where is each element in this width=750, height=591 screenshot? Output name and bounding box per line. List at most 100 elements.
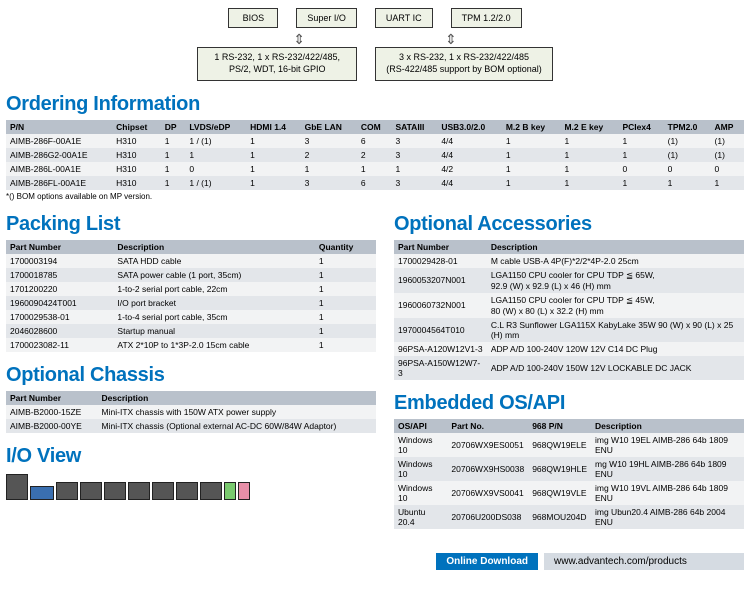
table-row: Windows 1020706WX9VS0041968QW19VLEimg W1… (394, 481, 744, 505)
cell: H310 (112, 162, 161, 176)
cell: 3 (391, 134, 437, 148)
cell: 1 (502, 162, 561, 176)
cell: img W10 19VL AIMB-286 64b 1809 ENU (591, 481, 744, 505)
cell: 968QW19ELE (528, 433, 591, 457)
cell: 2 (301, 148, 357, 162)
table-row: 96PSA-A120W12V1-3ADP A/D 100-240V 120W 1… (394, 342, 744, 356)
cell: H310 (112, 134, 161, 148)
cell: (1) (664, 148, 711, 162)
cell: 0 (618, 162, 663, 176)
cell: AIMB-B2000-00YE (6, 419, 98, 433)
cell: (1) (711, 134, 744, 148)
cell: img W10 19EL AIMB-286 64b 1809 ENU (591, 433, 744, 457)
cell: 1 (315, 282, 376, 296)
cell: 1 (502, 176, 561, 190)
port-block (56, 482, 78, 500)
cell: 968MOU204D (528, 505, 591, 529)
cell: 3 (391, 176, 437, 190)
col-header: Part Number (394, 240, 487, 254)
packing-table: Part NumberDescriptionQuantity 170000319… (6, 240, 376, 352)
col-header: Description (113, 240, 314, 254)
cell: 1 (315, 254, 376, 268)
cell: 1 (560, 162, 618, 176)
cell: 1700029428-01 (394, 254, 487, 268)
cell: 1 (246, 148, 301, 162)
col-header: M.2 B key (502, 120, 561, 134)
cell: Windows 10 (394, 481, 447, 505)
cell: 1 (161, 148, 186, 162)
port-block (6, 474, 28, 500)
cell: 1 (502, 134, 561, 148)
cell: ATX 2*10P to 1*3P-2.0 15cm cable (113, 338, 314, 352)
cell: 1960060732N001 (394, 293, 487, 318)
ordering-footnote: *() BOM options available on MP version. (6, 192, 744, 201)
cell: 1 (315, 338, 376, 352)
col-header: M.2 E key (560, 120, 618, 134)
port-audio-green (224, 482, 236, 500)
port-block (80, 482, 102, 500)
diagram-bottom-row: 1 RS-232, 1 x RS-232/422/485, PS/2, WDT,… (6, 47, 744, 80)
cell: 1 (161, 162, 186, 176)
col-header: P/N (6, 120, 112, 134)
cell: SATA power cable (1 port, 35cm) (113, 268, 314, 282)
table-row: Windows 1020706WX9ES0051968QW19ELEimg W1… (394, 433, 744, 457)
cell: 1 (161, 176, 186, 190)
table-row: 1960090424T001I/O port bracket1 (6, 296, 376, 310)
cell: 6 (357, 176, 392, 190)
footer-url[interactable]: www.advantech.com/products (544, 553, 744, 570)
port-block (104, 482, 126, 500)
table-row: AIMB-B2000-00YEMini-ITX chassis (Optiona… (6, 419, 376, 433)
col-header: Part No. (447, 419, 528, 433)
port-vga (30, 486, 54, 500)
cell: Mini-ITX chassis with 150W ATX power sup… (98, 405, 376, 419)
cell: 1 (560, 176, 618, 190)
table-row: Ubuntu 20.420706U200DS038968MOU204Dimg U… (394, 505, 744, 529)
col-header: 968 P/N (528, 419, 591, 433)
cell: 968QW19VLE (528, 481, 591, 505)
os-table: OS/APIPart No.968 P/NDescription Windows… (394, 419, 744, 529)
ordering-table: P/NChipsetDPLVDS/eDPHDMI 1.4GbE LANCOMSA… (6, 120, 744, 190)
cell: (1) (664, 134, 711, 148)
diagram-box-superio: Super I/O (296, 8, 357, 28)
cell: 1960090424T001 (6, 296, 113, 310)
cell: 3 (301, 176, 357, 190)
cell: 0 (185, 162, 246, 176)
col-header: AMP (711, 120, 744, 134)
cell: img Ubun20.4 AIMB-286 64b 2004 ENU (591, 505, 744, 529)
ordering-heading: Ordering Information (6, 93, 744, 116)
accessories-heading: Optional Accessories (394, 213, 744, 236)
col-header: GbE LAN (301, 120, 357, 134)
cell: 1 (301, 162, 357, 176)
col-header: COM (357, 120, 392, 134)
cell: M cable USB-A 4P(F)*2/2*4P-2.0 25cm (487, 254, 744, 268)
table-row: AIMB-B2000-15ZEMini-ITX chassis with 150… (6, 405, 376, 419)
cell: LGA1150 CPU cooler for CPU TDP ≦ 45W, 80… (487, 293, 744, 318)
col-header: PCIex4 (618, 120, 663, 134)
cell: AIMB-286L-00A1E (6, 162, 112, 176)
diagram-box-tpm: TPM 1.2/2.0 (451, 8, 522, 28)
cell: mg W10 19HL AIMB-286 64b 1809 ENU (591, 457, 744, 481)
table-row: AIMB-286F-00A1EH31011 / (1)13634/4111(1)… (6, 134, 744, 148)
cell: 1 (315, 310, 376, 324)
accessories-table: Part NumberDescription 1700029428-01M ca… (394, 240, 744, 380)
diagram-box-rs232-left: 1 RS-232, 1 x RS-232/422/485, PS/2, WDT,… (197, 47, 357, 80)
cell: C.L R3 Sunflower LGA115X KabyLake 35W 90… (487, 318, 744, 342)
col-header: TPM2.0 (664, 120, 711, 134)
chassis-table: Part NumberDescription AIMB-B2000-15ZEMi… (6, 391, 376, 433)
port-audio-pink (238, 482, 250, 500)
table-row: Windows 1020706WX9HS0038968QW19HLEmg W10… (394, 457, 744, 481)
cell: 1 (246, 176, 301, 190)
col-header: OS/API (394, 419, 447, 433)
cell: AIMB-286F-00A1E (6, 134, 112, 148)
cell: 1700018785 (6, 268, 113, 282)
cell: 1 (618, 134, 663, 148)
diagram-box-bios: BIOS (228, 8, 278, 28)
cell: 1 (618, 148, 663, 162)
cell: 1 (161, 134, 186, 148)
cell: AIMB-286G2-00A1E (6, 148, 112, 162)
table-row: 1700018785SATA power cable (1 port, 35cm… (6, 268, 376, 282)
cell: 20706U200DS038 (447, 505, 528, 529)
col-header: DP (161, 120, 186, 134)
table-row: 2046028600Startup manual1 (6, 324, 376, 338)
cell: 1970004564T010 (394, 318, 487, 342)
